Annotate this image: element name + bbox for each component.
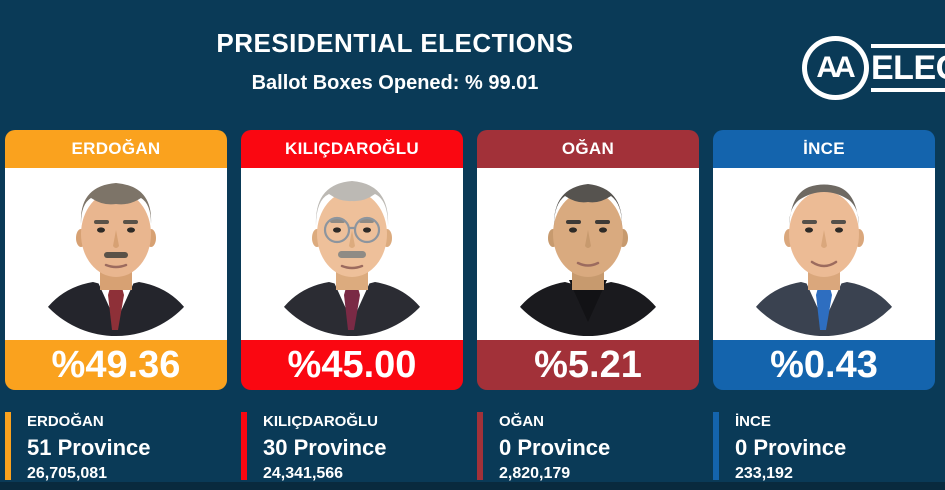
candidate-name-banner: İNCE (713, 130, 935, 168)
aa-logo-icon: AA (802, 36, 869, 100)
stat-candidate-name: KILIÇDAROĞLU (263, 413, 378, 430)
candidate-name: KILIÇDAROĞLU (285, 139, 419, 158)
candidate-percent: %5.21 (477, 340, 699, 390)
candidate-stats-kilicdaroglu: KILIÇDAROĞLU 30 Province 24,341,566 (241, 412, 463, 483)
candidate-photo-ince (713, 168, 935, 340)
stat-province-count: 51 Province (27, 434, 151, 460)
candidate-card-kilicdaroglu: KILIÇDAROĞLU (241, 130, 463, 390)
stat-vote-count: 233,192 (735, 465, 793, 483)
header: PRESIDENTIAL ELECTIONS Ballot Boxes Open… (0, 28, 790, 95)
stat-province-count: 0 Province (735, 434, 847, 460)
aa-logo-monogram: AA (816, 51, 855, 84)
stat-color-bar (477, 412, 483, 480)
bottom-edge-strip (0, 482, 945, 490)
candidate-stats-erdogan: ERDOĞAN 51 Province 26,705,081 (5, 412, 227, 483)
candidate-stats-row: ERDOĞAN 51 Province 26,705,081 KILIÇDARO… (5, 412, 935, 483)
aa-logo: AA ELECTIONS (802, 36, 945, 100)
stat-text: ERDOĞAN 51 Province 26,705,081 (27, 412, 151, 483)
candidate-card-erdogan: ERDOĞAN (5, 130, 227, 390)
stat-vote-count: 24,341,566 (263, 465, 344, 483)
candidate-card-ogan: OĞAN (477, 130, 699, 390)
ballot-boxes-status: Ballot Boxes Opened: % 99.01 (251, 72, 539, 94)
stat-candidate-name: ERDOĞAN (27, 413, 104, 430)
candidate-photo-kilicdaroglu (241, 168, 463, 340)
candidate-name-banner: OĞAN (477, 130, 699, 168)
aa-logo-text: ELECTIONS (871, 49, 945, 87)
candidate-percent: %45.00 (241, 340, 463, 390)
stat-candidate-name: İNCE (735, 413, 771, 430)
stat-province-count: 0 Province (499, 434, 611, 460)
candidate-stats-ince: İNCE 0 Province 233,192 (713, 412, 935, 483)
candidate-name-banner: ERDOĞAN (5, 130, 227, 168)
candidate-photo-erdogan (5, 168, 227, 340)
candidate-photo-ogan (477, 168, 699, 340)
aa-logo-line-top (871, 44, 945, 48)
stat-vote-count: 26,705,081 (27, 465, 108, 483)
candidate-percent: %0.43 (713, 340, 935, 390)
stat-text: OĞAN 0 Province 2,820,179 (499, 412, 611, 483)
stat-text: İNCE 0 Province 233,192 (735, 412, 847, 483)
aa-logo-line-bottom (871, 88, 945, 92)
stat-text: KILIÇDAROĞLU 30 Province 24,341,566 (263, 412, 387, 483)
stat-province-count: 30 Province (263, 434, 387, 460)
candidate-name: ERDOĞAN (71, 139, 161, 158)
candidate-name-banner: KILIÇDAROĞLU (241, 130, 463, 168)
stat-vote-count: 2,820,179 (499, 465, 571, 483)
stat-color-bar (241, 412, 247, 480)
stat-color-bar (5, 412, 11, 480)
aa-logo-wordmark: ELECTIONS (871, 41, 945, 95)
candidate-card-ince: İNCE (713, 130, 935, 390)
stat-candidate-name: OĞAN (499, 413, 544, 430)
candidate-stats-ogan: OĞAN 0 Province 2,820,179 (477, 412, 699, 483)
candidate-name: OĞAN (561, 139, 615, 158)
candidate-percent: %49.36 (5, 340, 227, 390)
candidate-name: İNCE (803, 139, 845, 158)
page-title: PRESIDENTIAL ELECTIONS (216, 28, 574, 58)
stat-color-bar (713, 412, 719, 480)
candidate-cards: ERDOĞAN (5, 130, 935, 390)
